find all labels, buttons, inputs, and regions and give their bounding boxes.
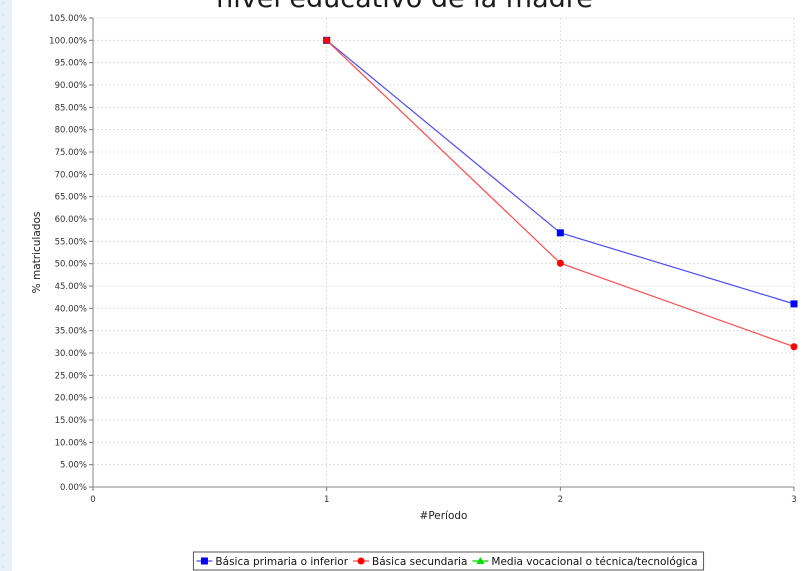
- y-axis-label: % matriculados: [31, 212, 43, 294]
- data-point: [790, 300, 798, 308]
- y-tick-label: 10.00%: [55, 438, 87, 448]
- plot-area: [93, 18, 794, 487]
- legend-marker: [476, 557, 485, 564]
- y-tick-label: 50.00%: [55, 260, 87, 270]
- x-tick-label: 2: [558, 495, 563, 505]
- legend: Básica primaria o inferior Básica secunda…: [192, 551, 705, 571]
- y-tick-label: 100.00%: [49, 36, 87, 46]
- series: [323, 36, 798, 351]
- y-tick-label: 5.00%: [60, 461, 87, 471]
- grid: [92, 17, 795, 488]
- y-tick-label: 75.00%: [55, 148, 87, 158]
- series-2: [323, 36, 798, 351]
- y-tick-label: 105.00%: [49, 14, 87, 24]
- data-point: [556, 229, 564, 237]
- y-tick-label: 45.00%: [55, 282, 87, 292]
- legend-label: Media vocacional o técnica/tecnológica: [491, 556, 697, 568]
- y-tick-label: 65.00%: [55, 193, 87, 203]
- data-point: [556, 259, 564, 267]
- x-axis-label: #Período: [420, 510, 468, 522]
- y-tick-label: 35.00%: [55, 327, 87, 337]
- y-tick-label: 0.00%: [60, 483, 87, 493]
- legend-label: Básica primaria o inferior: [215, 556, 348, 568]
- y-tick-label: 80.00%: [55, 126, 87, 136]
- x-tick-label: 0: [90, 495, 95, 505]
- y-tick-label: 55.00%: [55, 237, 87, 247]
- legend-label: Básica secundaria: [372, 556, 467, 568]
- axes: 0.00% 5.00% 10.00% 15.00% 20.00% 25.00% 30.00%…: [49, 14, 797, 505]
- y-tick-label: 95.00%: [55, 59, 87, 69]
- y-tick-label: 90.00%: [55, 81, 87, 91]
- y-tick-label: 30.00%: [55, 349, 87, 359]
- chart-title: nivel educativo de la madre: [0, 0, 809, 14]
- y-tick-label: 15.00%: [55, 416, 87, 426]
- data-point: [323, 36, 331, 44]
- data-point: [790, 343, 798, 351]
- legend-item: Media vocacional o técnica/tecnológica: [472, 556, 698, 568]
- legend-item: Básica secundaria: [353, 556, 467, 568]
- x-tick-label: 1: [324, 495, 329, 505]
- legend-marker: [200, 557, 208, 565]
- legend-item: Básica primaria o inferior: [196, 556, 349, 568]
- legend-marker: [357, 557, 365, 565]
- legend-box: [192, 551, 705, 571]
- x-tick-label: 3: [791, 495, 796, 505]
- y-tick-label: 70.00%: [55, 170, 87, 180]
- y-tick-label: 60.00%: [55, 215, 87, 225]
- y-tick-label: 20.00%: [55, 394, 87, 404]
- y-tick-label: 85.00%: [55, 103, 87, 113]
- y-tick-label: 25.00%: [55, 371, 87, 381]
- y-tick-label: 40.00%: [55, 304, 87, 314]
